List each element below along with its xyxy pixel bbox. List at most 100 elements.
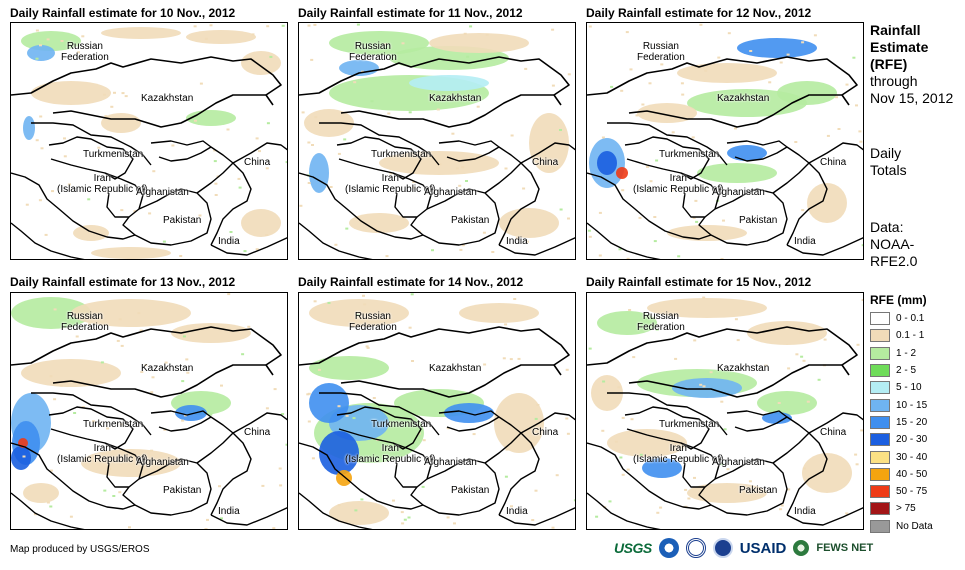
rainfall-patch — [677, 63, 777, 83]
rainfall-speck — [139, 329, 143, 332]
rainfall-patch — [23, 483, 59, 503]
legend-label: 40 - 50 — [896, 468, 928, 480]
country-border — [786, 507, 863, 526]
rainfall-speck — [787, 488, 791, 491]
rainfall-patch — [647, 298, 767, 318]
country-border — [48, 136, 134, 180]
rainfall-speck — [119, 423, 123, 426]
rainfall-speck — [311, 144, 314, 146]
rainfall-speck — [734, 318, 738, 321]
rainfall-speck — [345, 414, 349, 417]
rainfall-patch — [329, 501, 389, 525]
rainfall-speck — [787, 367, 791, 370]
rainfall-speck — [313, 300, 317, 303]
panel-title: Daily Rainfall estimate for 12 Nov., 201… — [586, 6, 812, 20]
rainfall-speck — [621, 473, 625, 476]
rainfall-speck — [35, 139, 39, 142]
rainfall-speck — [639, 453, 643, 456]
usgs-logo: USGS — [614, 540, 652, 556]
rainfall-speck — [400, 511, 404, 514]
label-china: China — [820, 427, 847, 438]
rainfall-speck — [632, 356, 636, 359]
rainfall-speck — [823, 338, 827, 341]
rainfall-speck — [356, 23, 360, 26]
legend-swatch — [870, 450, 890, 464]
rainfall-speck — [46, 38, 50, 41]
rainfall-patch — [429, 33, 529, 53]
rainfall-speck — [51, 190, 54, 193]
rainfall-patch — [607, 429, 687, 457]
country-border — [299, 222, 373, 259]
country-border — [392, 172, 432, 218]
country-border — [210, 146, 234, 164]
rainfall-patch — [777, 81, 837, 105]
rainfall-speck — [251, 33, 255, 36]
rainfall-speck — [659, 506, 663, 509]
rainfall-speck — [265, 407, 269, 410]
rainfall-speck — [307, 24, 311, 27]
rainfall-speck — [214, 182, 218, 185]
rainfall-speck — [281, 24, 285, 27]
rainfall-map: Russian Federation Kazakhstan Turkmenistan I… — [298, 292, 576, 530]
rainfall-speck — [124, 95, 128, 98]
label-kazakhstan: Kazakhstan — [717, 363, 770, 374]
label-kazakhstan: Kazakhstan — [717, 93, 770, 104]
rainfall-patch — [11, 297, 91, 329]
label-afghanistan: Afghanistan — [712, 187, 765, 198]
rainfall-speck — [60, 40, 64, 42]
rainfall-speck — [845, 512, 849, 515]
rainfall-speck — [780, 504, 784, 507]
rainfall-speck — [806, 400, 810, 403]
rainfall-speck — [198, 214, 202, 217]
rainfall-speck — [625, 31, 629, 34]
rainfall-speck — [327, 301, 331, 304]
country-border — [786, 416, 810, 434]
legend-item: 10 - 15 — [870, 396, 933, 413]
country-border — [808, 412, 863, 434]
country-border — [299, 442, 424, 510]
legend-label: 50 - 75 — [896, 486, 928, 498]
rainfall-patch — [687, 89, 807, 117]
rainfall-speck — [854, 453, 858, 456]
country-border — [680, 172, 720, 218]
rainfall-speck — [220, 384, 223, 387]
rainfall-speck — [53, 398, 57, 401]
rainfall-speck — [800, 355, 804, 358]
rainfall-speck — [573, 499, 575, 502]
rainfall-speck — [148, 212, 152, 215]
rainfall-speck — [551, 526, 555, 529]
sidebar-source-2: RFE2.0 — [870, 253, 918, 269]
rainfall-speck — [551, 28, 555, 31]
label-india: India — [794, 236, 816, 247]
rainfall-speck — [852, 56, 856, 59]
rainfall-speck — [334, 243, 338, 246]
rainfall-speck — [261, 484, 265, 487]
legend-swatch — [870, 312, 890, 326]
noaa-logo-icon — [658, 538, 679, 558]
rainfall-speck — [265, 167, 269, 170]
rainfall-speck — [587, 229, 591, 232]
rainfall-speck — [243, 250, 247, 253]
rainfall-speck — [614, 440, 618, 443]
rainfall-speck — [786, 53, 790, 56]
label-india: India — [794, 506, 816, 517]
country-border — [624, 136, 710, 180]
rainfall-speck — [389, 155, 392, 158]
rainfall-speck — [656, 511, 660, 514]
rainfall-speck — [531, 519, 535, 521]
rainfall-speck — [120, 209, 124, 212]
rainfall-speck — [106, 427, 110, 430]
rainfall-speck — [237, 177, 241, 180]
rainfall-patch — [309, 356, 389, 380]
rainfall-speck — [779, 61, 783, 64]
country-border — [587, 492, 661, 529]
label-russia: Russian Federation — [61, 311, 109, 333]
rainfall-speck — [469, 25, 473, 28]
rainfall-speck — [372, 397, 376, 399]
rainfall-speck — [352, 417, 356, 420]
rainfall-speck — [653, 240, 657, 243]
label-turkmenistan: Turkmenistan — [83, 149, 144, 160]
country-border — [104, 172, 144, 218]
rainfall-speck — [110, 105, 114, 108]
rainfall-speck — [483, 363, 487, 366]
